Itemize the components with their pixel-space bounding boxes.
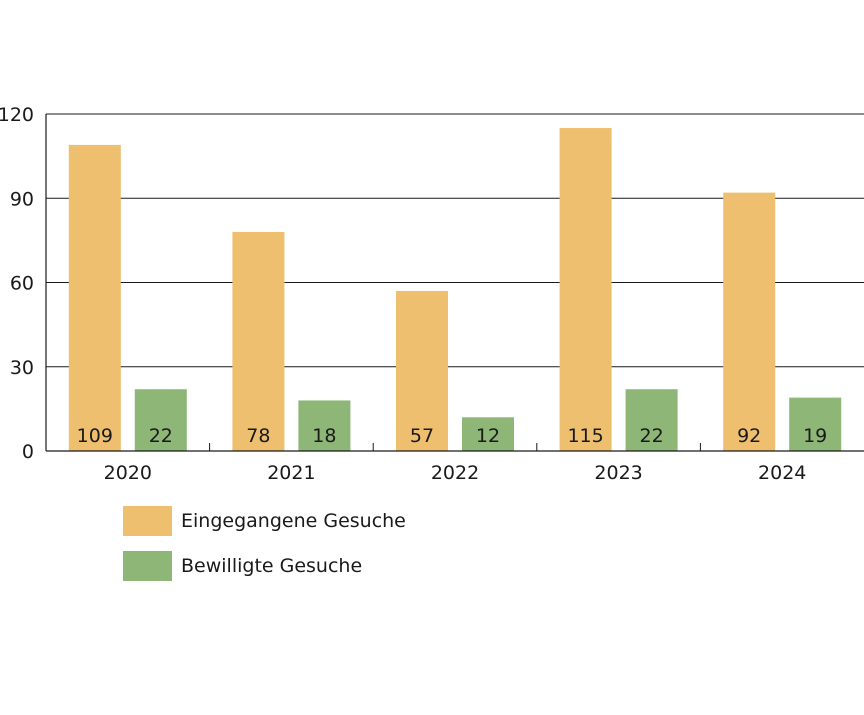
bar-2023-series-1 bbox=[625, 389, 678, 451]
bar-label-2023-series-0: 115 bbox=[567, 425, 603, 447]
bar-label-2020-series-1: 22 bbox=[149, 425, 173, 447]
bar-label-2024-series-1: 19 bbox=[803, 425, 827, 447]
bar-label-2021-series-1: 18 bbox=[312, 425, 336, 447]
x-tick-label-2020: 2020 bbox=[104, 462, 152, 484]
x-axis bbox=[45, 114, 864, 452]
x-axis-tick-labels: 2020 2021 2022 2023 2024 bbox=[104, 462, 807, 484]
legend-swatch-eingegangene bbox=[123, 506, 172, 536]
bar-label-2022-series-1: 12 bbox=[476, 425, 500, 447]
legend-item-bewilligte: Bewilligte Gesuche bbox=[123, 551, 406, 581]
bar-2020-series-0 bbox=[68, 144, 121, 451]
legend-label-eingegangene: Eingegangene Gesuche bbox=[181, 510, 406, 532]
bar-value-labels: 109 22 78 18 57 12 115 22 92 19 bbox=[77, 425, 828, 447]
legend-label-bewilligte: Bewilligte Gesuche bbox=[181, 555, 363, 577]
bar-label-2022-series-0: 57 bbox=[410, 425, 434, 447]
bar-2020-series-1 bbox=[134, 389, 187, 451]
bar-2022-series-0 bbox=[396, 290, 448, 451]
bar-2024-series-1 bbox=[789, 397, 842, 451]
bar-2023-series-0 bbox=[559, 128, 612, 451]
bar-label-2020-series-0: 109 bbox=[77, 425, 113, 447]
bars bbox=[68, 128, 842, 451]
y-tick-label-60: 60 bbox=[10, 273, 34, 295]
x-tick-label-2023: 2023 bbox=[594, 462, 642, 484]
bar-label-2023-series-1: 22 bbox=[640, 425, 664, 447]
bar-2021-series-0 bbox=[232, 231, 285, 451]
bar-2022-series-1 bbox=[462, 417, 514, 451]
bar-label-2024-series-0: 92 bbox=[737, 425, 761, 447]
legend-item-eingegangene: Eingegangene Gesuche bbox=[123, 506, 406, 536]
y-tick-label-30: 30 bbox=[10, 357, 34, 379]
y-tick-label-0: 0 bbox=[22, 441, 34, 463]
legend-swatch-bewilligte bbox=[123, 551, 172, 581]
bar-2024-series-0 bbox=[723, 192, 776, 451]
y-axis-tick-labels: 0 30 60 90 120 bbox=[0, 104, 34, 463]
legend: Eingegangene Gesuche Bewilligte Gesuche bbox=[123, 506, 406, 596]
y-tick-label-90: 90 bbox=[10, 188, 34, 210]
x-tick-label-2021: 2021 bbox=[267, 462, 315, 484]
x-tick-label-2022: 2022 bbox=[431, 462, 479, 484]
bar-label-2021-series-0: 78 bbox=[246, 425, 270, 447]
bar-2021-series-1 bbox=[298, 400, 351, 451]
y-tick-label-120: 120 bbox=[0, 104, 34, 126]
x-tick-label-2024: 2024 bbox=[758, 462, 806, 484]
